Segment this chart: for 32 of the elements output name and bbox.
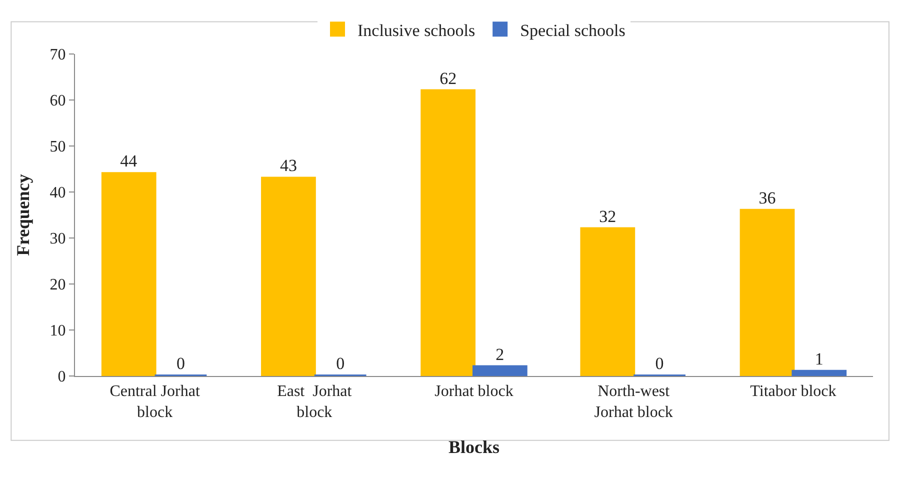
data-label: 62 — [440, 68, 457, 88]
y-tick-label: 10 — [50, 322, 66, 340]
x-tick-label: Jorhat block — [434, 383, 514, 400]
data-label: 0 — [655, 354, 664, 373]
y-tick-label: 60 — [50, 92, 66, 110]
x-tick-label: North-west Jorhat block — [594, 383, 673, 421]
data-label: 0 — [176, 354, 185, 373]
bar — [740, 208, 795, 376]
bar — [580, 227, 636, 376]
data-label: 0 — [336, 354, 345, 373]
x-axis-title: Blocks — [448, 437, 500, 458]
y-axis-title: Frequency — [13, 174, 33, 256]
bar — [101, 172, 156, 376]
data-label: 2 — [496, 344, 504, 364]
x-tick-label: East Jorhat block — [277, 383, 352, 421]
bar — [420, 89, 476, 376]
data-label: 36 — [758, 188, 776, 208]
data-label: 32 — [599, 206, 616, 226]
y-tick-label: 50 — [50, 138, 66, 156]
legend-label: Special schools — [520, 20, 626, 40]
legend-label: Inclusive schools — [358, 20, 476, 40]
y-tick-label: 40 — [50, 184, 66, 202]
y-tick-label: 0 — [58, 368, 66, 386]
data-label: 44 — [120, 152, 138, 171]
bar — [261, 176, 316, 376]
data-label: 43 — [280, 156, 297, 176]
y-tick-label: 20 — [50, 276, 66, 294]
y-tick-label: 30 — [50, 230, 66, 248]
x-tick-label: Central Jorhat block — [110, 383, 200, 421]
data-label: 1 — [814, 349, 824, 368]
x-tick-label: Titabor block — [750, 383, 836, 400]
y-tick-label: 70 — [50, 46, 66, 64]
